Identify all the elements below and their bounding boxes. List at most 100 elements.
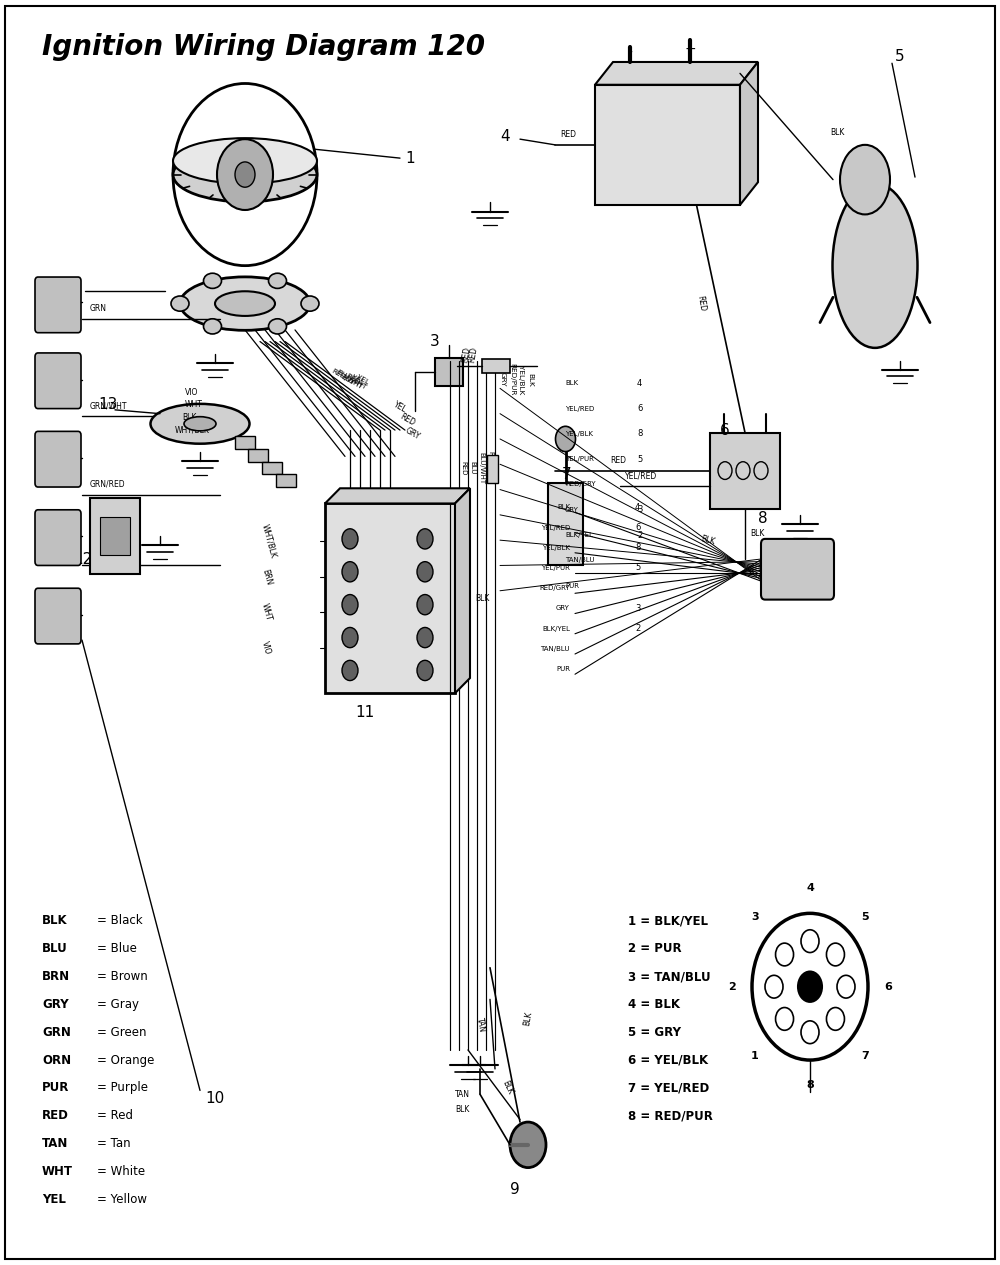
Text: 1: 1 [405,151,415,166]
FancyBboxPatch shape [35,510,81,565]
Circle shape [510,1122,546,1168]
Text: = Brown: = Brown [97,970,148,983]
Bar [55,448,62,471]
Text: RED: RED [345,373,361,386]
Text: 4: 4 [806,883,814,893]
Text: YEL/BLK: YEL/BLK [565,431,593,436]
Text: 10: 10 [205,1090,224,1106]
Bar [487,455,498,483]
Text: YEL/BLK: YEL/BLK [542,545,570,550]
FancyBboxPatch shape [761,539,834,600]
Circle shape [217,139,273,210]
Text: TAN: TAN [42,1137,68,1150]
Text: YEL: YEL [42,1193,66,1206]
Text: 6 = YEL/BLK: 6 = YEL/BLK [628,1054,708,1066]
Bar [100,517,130,555]
Bar [66,369,73,392]
Text: 5: 5 [895,49,905,65]
Text: GRN/BLK: GRN/BLK [90,550,124,560]
FancyBboxPatch shape [35,588,81,644]
Text: 8: 8 [806,1080,814,1090]
Text: TAN/BLU: TAN/BLU [565,558,594,563]
Text: BLK: BLK [557,505,570,510]
Text: RED: RED [398,412,416,428]
Text: BLU: BLU [340,373,355,386]
Text: 4: 4 [635,502,640,512]
Text: 3: 3 [635,603,640,614]
Text: BLU: BLU [469,462,475,474]
Text: 6: 6 [635,522,640,533]
Text: BLK: BLK [700,534,716,546]
Ellipse shape [215,291,275,316]
Ellipse shape [180,277,310,330]
Ellipse shape [832,183,918,348]
Text: RED: RED [560,130,576,139]
Text: BLU/WHT: BLU/WHT [335,368,367,391]
Text: 4: 4 [500,129,510,144]
Bar [66,293,73,316]
Text: BLK: BLK [455,1104,469,1114]
Text: RED: RED [460,460,466,476]
Text: +: + [684,42,696,57]
Text: BLK: BLK [565,381,578,386]
Circle shape [417,562,433,582]
Text: YEL/PUR: YEL/PUR [541,565,570,571]
Text: -: - [628,46,632,61]
Text: GRY: GRY [404,426,422,441]
Text: TAN/BLU: TAN/BLU [540,646,570,651]
Circle shape [417,595,433,615]
Polygon shape [595,62,758,85]
Text: BLK/YEL: BLK/YEL [565,533,593,538]
Circle shape [342,627,358,648]
Ellipse shape [204,319,221,334]
Bar [435,358,463,386]
Text: RED: RED [695,295,707,312]
Text: 13: 13 [98,397,117,412]
Bar [90,498,140,574]
Text: BLK: BLK [750,529,764,539]
Text: BLK: BLK [41,374,55,385]
Text: = Gray: = Gray [97,998,139,1011]
Text: 12: 12 [73,552,92,567]
Text: 2: 2 [635,624,640,634]
Text: BLK: BLK [41,453,55,463]
Bar [595,85,740,205]
Text: 7 = YEL/RED: 7 = YEL/RED [628,1082,709,1094]
Ellipse shape [184,416,216,431]
Text: BLK: BLK [475,593,489,603]
Text: 3: 3 [637,505,642,515]
Text: 2: 2 [637,530,642,540]
Bar [66,526,73,549]
Text: BLU: BLU [42,942,68,955]
Text: 2: 2 [55,281,65,296]
Circle shape [342,595,358,615]
Text: 6: 6 [720,423,730,438]
Bar [276,474,296,487]
Text: 5 = GRY: 5 = GRY [628,1026,681,1039]
Text: GRY: GRY [42,998,69,1011]
Bar [55,526,62,549]
Text: = Green: = Green [97,1026,146,1039]
Bar [482,359,510,373]
Text: VIO: VIO [260,640,272,655]
Ellipse shape [173,138,317,183]
Bar [548,483,583,565]
Text: YEL/PUR: YEL/PUR [565,457,594,462]
Text: RED: RED [460,345,472,363]
Circle shape [342,562,358,582]
Text: 1 = BLK/YEL: 1 = BLK/YEL [628,915,708,927]
Bar [235,436,255,449]
Text: = Yellow: = Yellow [97,1193,147,1206]
Text: RED: RED [610,455,626,466]
Text: BRN: BRN [42,970,70,983]
Bar [262,462,282,474]
Text: 6: 6 [884,982,892,992]
Text: VIO: VIO [185,387,198,397]
Bar [44,605,51,627]
Circle shape [417,529,433,549]
Text: 4: 4 [637,378,642,388]
Text: BLK: BLK [41,531,55,541]
Circle shape [798,972,822,1002]
Text: 2 = PUR: 2 = PUR [628,942,682,955]
Text: YEL/RED: YEL/RED [541,525,570,530]
